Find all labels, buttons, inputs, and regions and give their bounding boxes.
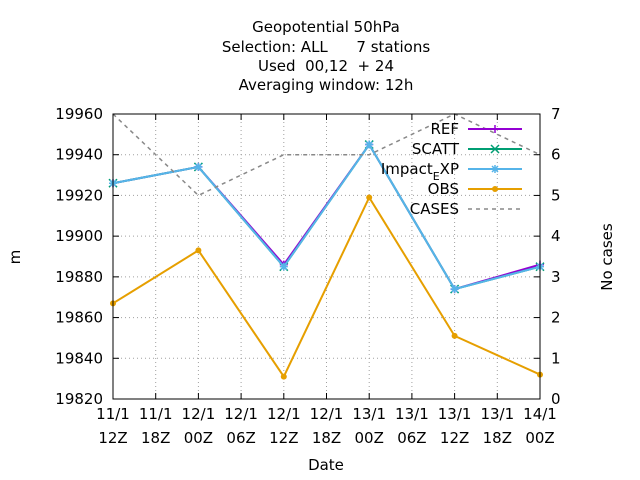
x-tick-label-date: 13/1: [395, 405, 429, 423]
legend-label-obs: OBS: [428, 180, 459, 198]
x-tick-label-hour: 18Z: [483, 429, 512, 447]
y2-tick-label: 1: [551, 349, 561, 367]
x-tick-label-date: 12/1: [310, 405, 344, 423]
y2-tick-label: 7: [551, 105, 561, 123]
x-tick-label-hour: 00Z: [184, 429, 213, 447]
legend-label-ref: REF: [430, 120, 459, 138]
y-tick-label: 19960: [55, 105, 103, 123]
y-tick-label: 19880: [55, 268, 103, 286]
marker-dot: [492, 186, 498, 192]
title-line-3: Used 00,12 + 24: [258, 57, 394, 75]
y2-tick-label: 5: [551, 186, 561, 204]
axis-ticks: 11/1 12Z 11/1 18Z 12/1 00Z 12/1 06Z 12/1 12Z 12/1 1…: [55, 105, 560, 447]
x-tick-label-date: 12/1: [267, 405, 301, 423]
data-point-obs: [451, 332, 458, 339]
x-tick-label-hour: 12Z: [269, 429, 298, 447]
title-line-2: Selection: ALL 7 stations: [222, 38, 430, 56]
marker-star: [279, 262, 288, 271]
y-tick-label: 19860: [55, 309, 103, 327]
x-tick-label-hour: 06Z: [397, 429, 426, 447]
grid: [112, 113, 541, 400]
x-tick-label-hour: 00Z: [525, 429, 554, 447]
legend-label-cases: CASES: [410, 200, 459, 218]
x-tick-label-hour: 06Z: [226, 429, 255, 447]
data-point-obs: [195, 247, 202, 254]
x-axis-label: Date: [308, 456, 344, 474]
title-line-4: Averaging window: 12h: [239, 76, 414, 94]
marker-star: [194, 162, 203, 171]
x-tick-label-hour: 12Z: [98, 429, 127, 447]
x-tick-label-date: 13/1: [480, 405, 514, 423]
x-tick-label-date: 14/1: [523, 405, 557, 423]
data-point-impact-exp: [194, 162, 203, 171]
data-point-impact-exp: [279, 262, 288, 271]
marker-dot: [195, 247, 202, 254]
y-tick-label: 19820: [55, 390, 103, 408]
x-tick-label-date: 13/1: [438, 405, 472, 423]
y-tick-label: 19940: [55, 146, 103, 164]
marker-star: [450, 285, 459, 294]
title-line-1: Geopotential 50hPa: [252, 18, 400, 36]
marker-star: [491, 165, 499, 173]
y2-tick-label: 2: [551, 309, 561, 327]
x-tick-label-date: 13/1: [352, 405, 386, 423]
data-point-obs: [366, 194, 373, 201]
legend-label-impact-exp: ImpactEXP: [381, 160, 459, 183]
data-point-impact-exp: [450, 285, 459, 294]
y-tick-label: 19840: [55, 349, 103, 367]
series-line-impact-exp: [112, 142, 541, 291]
marker-plus: [491, 125, 499, 133]
y2-tick-label: 4: [551, 227, 561, 245]
plot-frame: [112, 113, 541, 400]
x-tick-label-hour: 18Z: [312, 429, 341, 447]
x-tick-label-hour: 18Z: [141, 429, 170, 447]
y2-tick-label: 3: [551, 268, 561, 286]
marker-cross: [490, 144, 500, 154]
x-tick-label-date: 11/1: [96, 405, 130, 423]
legend-marker-impact-exp: [491, 165, 499, 173]
marker-dot: [366, 194, 373, 201]
y-tick-label: 19920: [55, 186, 103, 204]
data-point-impact-exp: [365, 140, 374, 149]
marker-dot: [451, 332, 458, 339]
legend-label-scatt: SCATT: [412, 140, 460, 158]
y-axis-label: m: [6, 250, 24, 265]
series-line-cases: [112, 113, 541, 197]
y-tick-label: 19900: [55, 227, 103, 245]
data-point-obs: [280, 373, 287, 380]
y2-tick-label: 6: [551, 146, 561, 164]
series-line-obs: [112, 195, 541, 379]
legend-marker-obs: [492, 186, 498, 192]
x-tick-label-date: 11/1: [139, 405, 173, 423]
y2-axis-label: No cases: [598, 223, 616, 291]
x-tick-label-hour: 12Z: [440, 429, 469, 447]
legend-marker-ref: [491, 125, 499, 133]
chart-title: Geopotential 50hPa Selection: ALL 7 stat…: [222, 18, 430, 94]
x-tick-label-date: 12/1: [182, 405, 216, 423]
x-tick-label-hour: 00Z: [355, 429, 384, 447]
y2-tick-label: 0: [551, 390, 561, 408]
marker-star: [365, 140, 374, 149]
marker-dot: [280, 373, 287, 380]
legend-marker-scatt: [490, 144, 500, 154]
x-tick-label-date: 12/1: [224, 405, 258, 423]
